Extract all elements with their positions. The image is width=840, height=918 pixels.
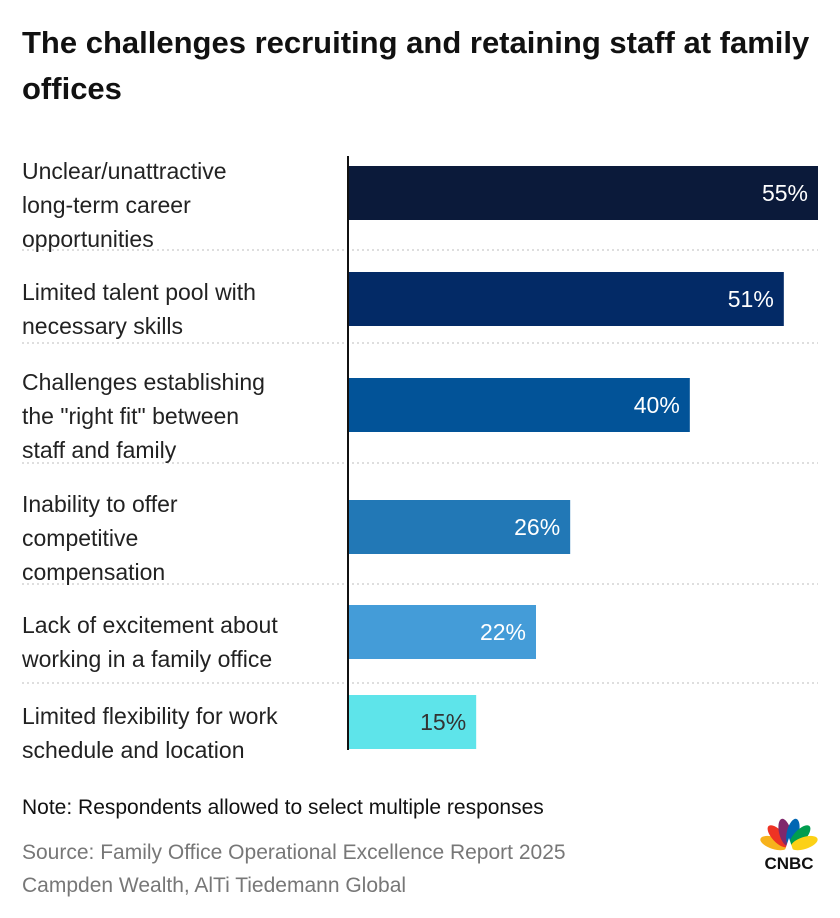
- bar: [348, 166, 818, 220]
- category-label-line: Lack of excitement about: [22, 612, 278, 638]
- data-label: 40%: [634, 392, 680, 418]
- category-label-line: compensation: [22, 559, 165, 585]
- category-label-line: Limited flexibility for work: [22, 703, 278, 729]
- data-label: 22%: [480, 619, 526, 645]
- bar: [348, 500, 571, 554]
- category-label-line: staff and family: [22, 437, 177, 463]
- category-label: Limited flexibility for work schedule and…: [22, 703, 278, 763]
- category-label: Inability to offer competitive compensatio…: [22, 491, 178, 585]
- peacock-icon: [760, 818, 818, 851]
- peacock-body: [785, 838, 793, 850]
- bar: [348, 378, 690, 432]
- data-label: 51%: [728, 286, 774, 312]
- data-label: 55%: [762, 180, 808, 206]
- source-line-1: Source: Family Office Operational Excell…: [22, 841, 566, 864]
- peacock-feather: [790, 835, 818, 851]
- cnbc-logo: CNBC: [760, 818, 818, 873]
- category-label: Lack of excitement about working in a fam…: [21, 612, 278, 672]
- value-labels: 55% 51% 40% 26% 22% 15%: [420, 180, 808, 735]
- category-label: Unclear/unattractive long-term career oppo…: [22, 158, 227, 252]
- bar-chart: Unclear/unattractive long-term career oppo…: [21, 156, 818, 763]
- footnote: Note: Respondents allowed to select mult…: [22, 796, 544, 819]
- category-label-line: Limited talent pool with: [22, 279, 256, 305]
- category-label-line: necessary skills: [22, 313, 183, 339]
- category-label-line: schedule and location: [22, 737, 245, 763]
- category-label-line: competitive: [22, 525, 138, 551]
- category-label-line: Challenges establishing: [22, 369, 265, 395]
- category-label-line: long-term career: [22, 192, 191, 218]
- source-line-2: Campden Wealth, AlTi Tiedemann Global: [22, 874, 407, 897]
- bar: [348, 695, 477, 749]
- data-label: 26%: [514, 514, 560, 540]
- chart-title: The challenges recruiting and retaining …: [22, 25, 810, 106]
- category-label-line: Inability to offer: [22, 491, 178, 517]
- source-text: Source: Family Office Operational Excell…: [22, 836, 566, 902]
- bar: [348, 272, 784, 326]
- category-label-line: the "right fit" between: [22, 403, 239, 429]
- category-labels: Unclear/unattractive long-term career oppo…: [21, 158, 278, 763]
- bars: [348, 166, 818, 749]
- category-label-line: opportunities: [22, 226, 154, 252]
- bar: [348, 605, 536, 659]
- cnbc-logo-text: CNBC: [764, 854, 813, 873]
- category-label: Limited talent pool with necessary skills: [22, 279, 256, 339]
- category-label-line: working in a family office: [21, 646, 272, 672]
- category-label-line: Unclear/unattractive: [22, 158, 227, 184]
- category-label: Challenges establishing the "right fit" b…: [22, 369, 265, 463]
- data-label: 15%: [420, 709, 466, 735]
